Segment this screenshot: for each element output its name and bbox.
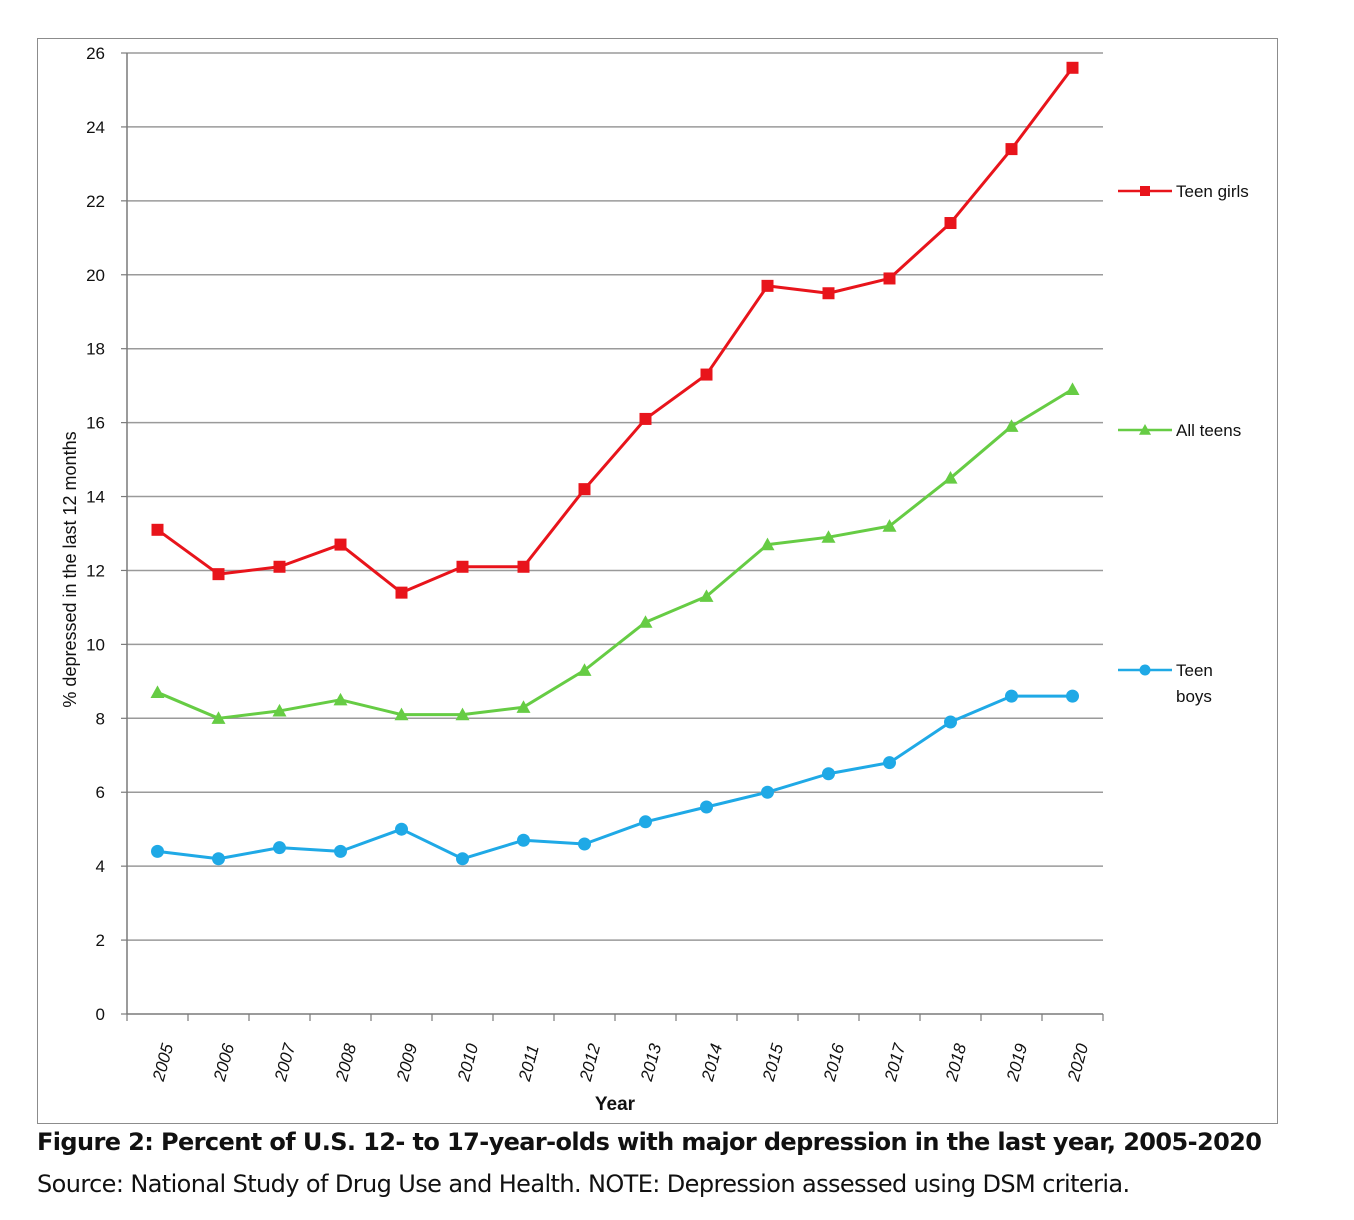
data-point-teen-girls — [883, 272, 896, 285]
data-point-all-teens — [577, 663, 592, 676]
series-line-teen-girls — [156, 66, 1074, 595]
y-tick-label: 16 — [86, 414, 105, 433]
y-tick-label: 14 — [86, 488, 105, 507]
y-tick-label: 20 — [86, 266, 105, 285]
data-point-all-teens — [211, 711, 226, 724]
legend-marker-all-teens — [1139, 424, 1151, 435]
y-tick-label: 26 — [86, 44, 105, 63]
legend-label-teen-boys-line2: boys — [1176, 687, 1212, 706]
x-tick-label: 2018 — [942, 1041, 971, 1084]
data-point-all-teens — [455, 707, 470, 721]
data-point-teen-girls — [456, 560, 469, 573]
series-line-teen-boys — [157, 694, 1073, 861]
data-point-teen-boys — [212, 852, 225, 866]
data-point-teen-girls — [578, 483, 591, 496]
data-point-teen-boys — [334, 844, 347, 858]
data-point-all-teens — [272, 703, 287, 717]
x-tick-label: 2011 — [515, 1043, 543, 1084]
data-point-all-teens — [150, 685, 165, 699]
data-point-all-teens — [333, 692, 348, 706]
figure-caption-source: Source: National Study of Drug Use and H… — [37, 1170, 1130, 1198]
data-point-all-teens — [821, 530, 836, 543]
data-point-all-teens — [760, 537, 775, 551]
data-point-teen-boys — [1005, 689, 1018, 703]
data-point-teen-boys — [639, 815, 652, 829]
data-point-teen-girls — [212, 568, 225, 581]
data-point-teen-girls — [273, 560, 286, 573]
x-axis-title: Year — [595, 1094, 636, 1115]
data-point-all-teens — [1065, 382, 1080, 395]
data-point-teen-boys — [883, 756, 896, 770]
x-tick-label: 2008 — [332, 1041, 361, 1084]
data-point-teen-girls — [334, 538, 347, 551]
data-point-teen-boys — [944, 715, 957, 729]
data-point-teen-girls — [517, 560, 530, 573]
y-tick-label: 2 — [96, 931, 105, 950]
data-point-teen-girls — [639, 412, 652, 425]
x-tick-label: 2006 — [210, 1041, 239, 1084]
data-point-teen-girls — [151, 523, 164, 536]
legend-marker-teen-girls — [1140, 186, 1150, 196]
data-point-all-teens — [394, 707, 409, 721]
data-point-teen-girls — [761, 279, 774, 292]
data-point-teen-boys — [578, 837, 591, 851]
y-tick-label: 10 — [86, 635, 105, 654]
data-point-teen-boys — [395, 822, 408, 836]
y-tick-label: 22 — [86, 192, 105, 211]
y-axis-title: % depressed in the last 12 months — [60, 431, 80, 707]
y-tick-label: 12 — [86, 561, 105, 580]
data-point-teen-boys — [700, 800, 713, 814]
data-point-teen-girls — [1005, 143, 1018, 156]
data-point-teen-girls — [700, 368, 713, 381]
x-tick-label: 2010 — [454, 1041, 483, 1084]
data-point-all-teens — [638, 615, 653, 628]
figure-caption-title: Figure 2: Percent of U.S. 12- to 17-year… — [37, 1128, 1262, 1156]
data-point-teen-boys — [151, 844, 164, 858]
data-point-teen-girls — [944, 217, 957, 230]
data-point-all-teens — [943, 471, 958, 484]
x-tick-label: 2014 — [698, 1042, 726, 1084]
data-point-teen-boys — [456, 852, 469, 866]
y-tick-label: 4 — [96, 857, 105, 876]
x-tick-label: 2015 — [759, 1041, 788, 1084]
y-tick-label: 6 — [96, 783, 105, 802]
legend-label-all-teens: All teens — [1176, 421, 1241, 440]
data-point-all-teens — [882, 519, 897, 532]
legend-label-teen-girls: Teen girls — [1176, 182, 1249, 201]
data-point-teen-boys — [273, 841, 286, 855]
series-line-all-teens — [156, 388, 1074, 720]
data-point-teen-boys — [517, 833, 530, 847]
x-tick-label: 2005 — [149, 1041, 178, 1084]
x-tick-label: 2019 — [1003, 1041, 1032, 1084]
x-tick-label: 2012 — [576, 1041, 605, 1084]
y-tick-label: 8 — [96, 709, 105, 728]
y-tick-label: 0 — [96, 1005, 105, 1024]
chart-frame — [37, 38, 1278, 1124]
x-tick-label: 2009 — [393, 1041, 422, 1084]
y-tick-label: 24 — [86, 118, 105, 137]
x-tick-label: 2016 — [820, 1041, 849, 1084]
data-point-all-teens — [1004, 419, 1019, 432]
data-point-teen-girls — [822, 287, 835, 300]
data-point-teen-boys — [1066, 689, 1079, 703]
data-point-all-teens — [699, 589, 714, 602]
x-tick-label: 2013 — [637, 1041, 666, 1084]
y-tick-label: 18 — [86, 340, 105, 359]
data-point-all-teens — [516, 700, 531, 713]
x-tick-label: 2017 — [881, 1041, 910, 1084]
data-point-teen-boys — [822, 767, 835, 781]
x-tick-label: 2007 — [271, 1041, 300, 1084]
legend-label-teen-boys: Teen — [1176, 661, 1213, 680]
x-tick-label: 2020 — [1064, 1041, 1093, 1084]
legend-marker-teen-boys — [1139, 664, 1151, 676]
data-point-teen-girls — [1066, 61, 1079, 74]
data-point-teen-boys — [761, 785, 774, 799]
data-point-teen-girls — [395, 586, 408, 599]
